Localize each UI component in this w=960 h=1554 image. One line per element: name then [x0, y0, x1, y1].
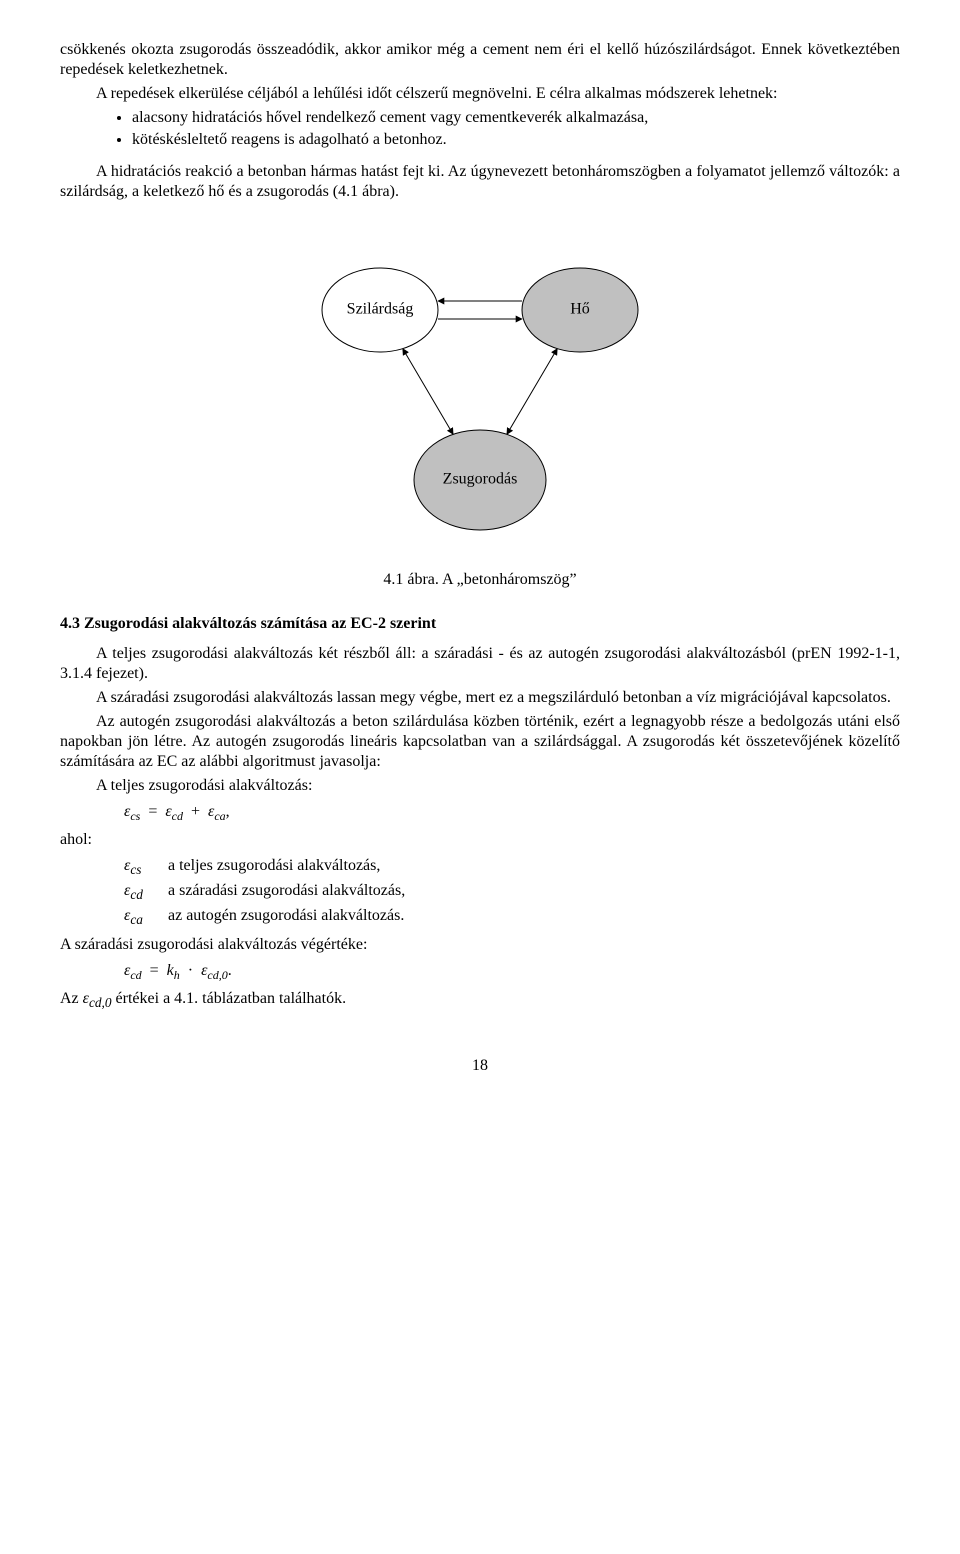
def-row-3: εca az autogén zsugorodási alakváltozás.	[124, 906, 900, 929]
bullet-item-1: alacsony hidratációs hővel rendelkező ce…	[132, 108, 900, 128]
paragraph-7: Az εcd,0 értékei a 4.1. táblázatban talá…	[60, 989, 900, 1012]
eq2-equals: =	[146, 962, 163, 979]
total-line: A teljes zsugorodási alakváltozás:	[60, 776, 900, 796]
figure-caption: 4.1 ábra. A „betonháromszög”	[60, 570, 900, 590]
def-row-2: εcd a száradási zsugorodási alakváltozás…	[124, 881, 900, 904]
eq1-lhs: εcs	[124, 803, 140, 820]
eq2-r: εcd,0	[201, 962, 228, 979]
where-label: ahol:	[60, 830, 900, 850]
eq2-lhs: εcd	[124, 962, 142, 979]
section-heading-4-3: 4.3 Zsugorodási alakváltozás számítása a…	[60, 614, 900, 634]
eq1-equals: =	[144, 803, 161, 820]
eq2-tail: .	[228, 962, 232, 979]
eq1-plus: +	[187, 803, 204, 820]
end-value-line: A száradási zsugorodási alakváltozás vég…	[60, 935, 900, 955]
concrete-triangle-diagram: Szilárdság Hő Zsugorodás	[60, 230, 900, 550]
definitions-list: εcs a teljes zsugorodási alakváltozás, ε…	[124, 856, 900, 929]
paragraph-5: A száradási zsugorodási alakváltozás las…	[60, 688, 900, 708]
paragraph-2: A repedések elkerülése céljából a lehűlé…	[60, 84, 900, 104]
eq2-dot: ·	[184, 962, 197, 979]
svg-text:Szilárdság: Szilárdság	[347, 301, 414, 318]
paragraph-6: Az autogén zsugorodási alakváltozás a be…	[60, 712, 900, 772]
svg-text:Hő: Hő	[570, 301, 590, 318]
eq1-r2: εca	[208, 803, 226, 820]
paragraph-4: A teljes zsugorodási alakváltozás két ré…	[60, 644, 900, 684]
page-number: 18	[60, 1056, 900, 1076]
bullet-list: alacsony hidratációs hővel rendelkező ce…	[60, 108, 900, 150]
eq1-tail: ,	[226, 803, 230, 820]
eq2-k: kh	[167, 962, 180, 979]
eq1-r1: εcd	[165, 803, 183, 820]
bullet-item-2: kötéskésleltető reagens is adagolható a …	[132, 130, 900, 150]
svg-text:Zsugorodás: Zsugorodás	[443, 471, 518, 488]
equation-2: εcd = kh · εcd,0.	[124, 961, 900, 983]
def-row-1: εcs a teljes zsugorodási alakváltozás,	[124, 856, 900, 879]
equation-1: εcs = εcd + εca,	[124, 802, 900, 824]
paragraph-1: csökkenés okozta zsugorodás összeadódik,…	[60, 40, 900, 80]
paragraph-3: A hidratációs reakció a betonban hármas …	[60, 162, 900, 202]
